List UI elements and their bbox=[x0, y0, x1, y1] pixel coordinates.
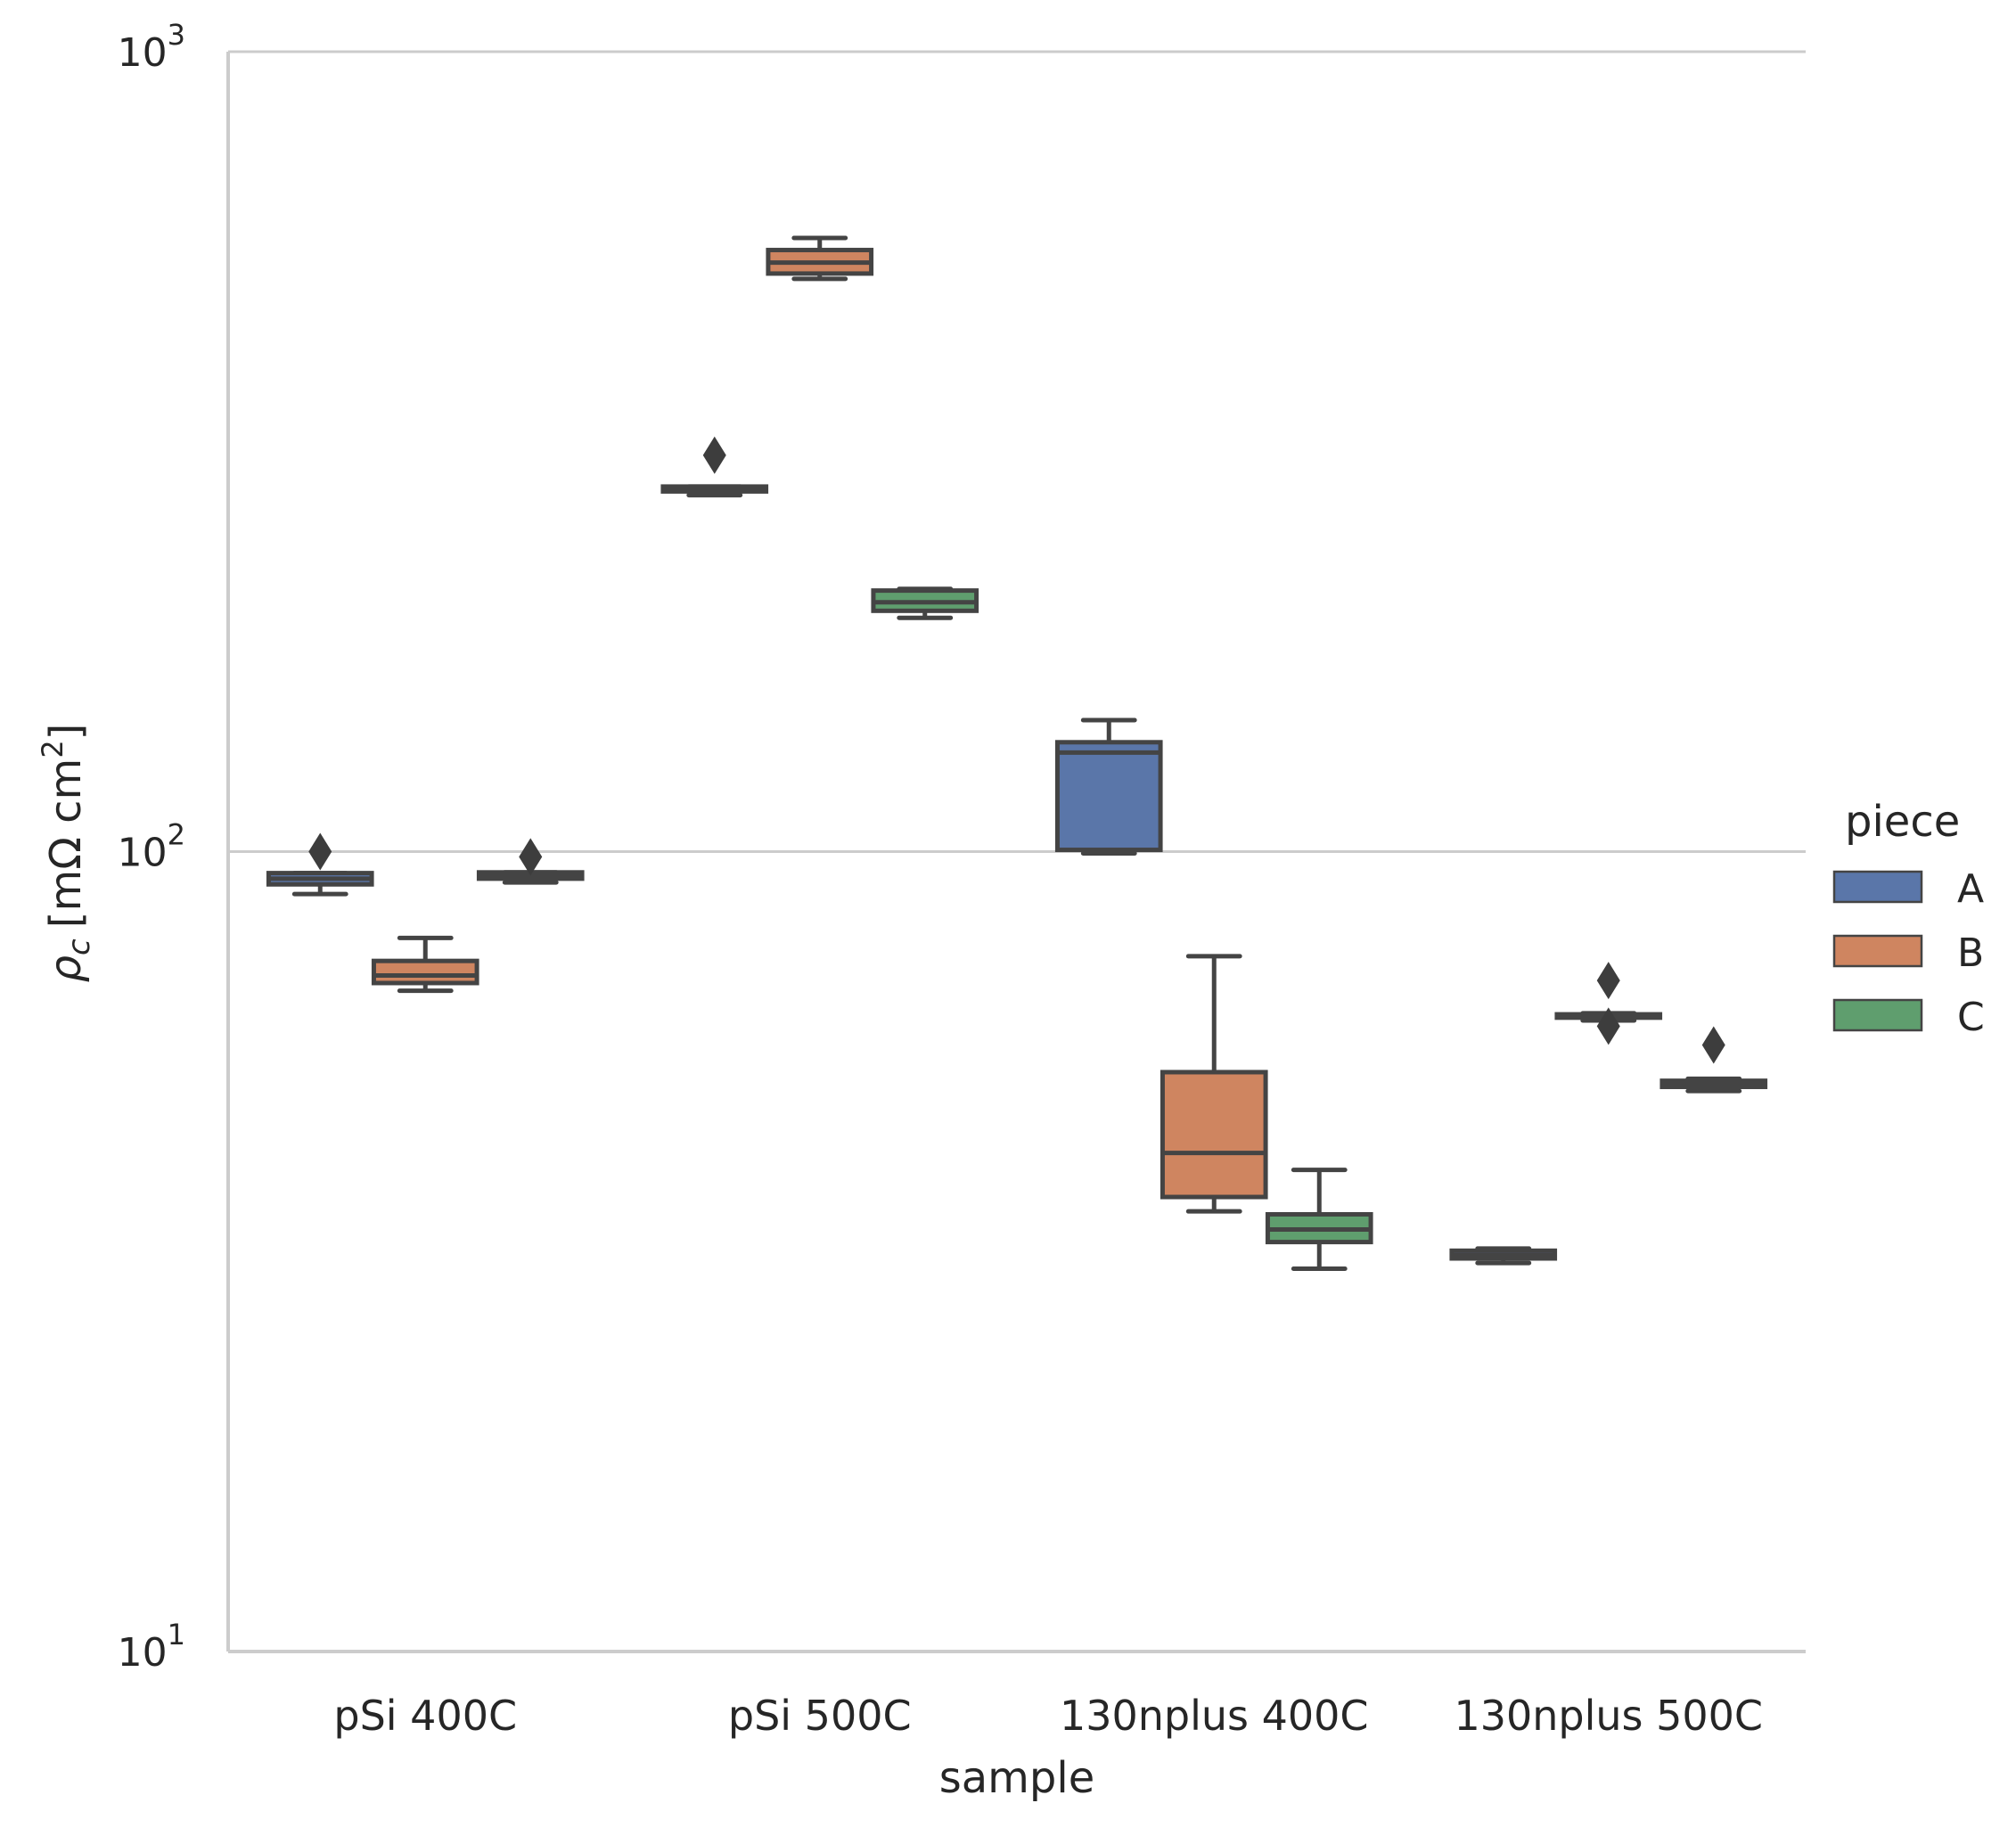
legend-label-B: B bbox=[1957, 930, 1984, 976]
box-C-0 bbox=[476, 838, 585, 885]
box-body bbox=[1054, 740, 1163, 853]
legend-swatch-A bbox=[1832, 870, 1923, 904]
box-C-1 bbox=[871, 586, 979, 620]
box-layer bbox=[266, 235, 1768, 1271]
x-axis-label: sample bbox=[939, 1753, 1095, 1803]
x-tick-label: pSi 500C bbox=[728, 1692, 912, 1740]
box-B-3 bbox=[1554, 962, 1663, 1045]
outlier-marker bbox=[519, 838, 543, 876]
outlier-marker bbox=[1596, 962, 1620, 1000]
x-tick-label: pSi 400C bbox=[333, 1692, 517, 1740]
box-B-1 bbox=[766, 235, 874, 282]
outlier-marker bbox=[1701, 1026, 1725, 1064]
box-body bbox=[1160, 1070, 1268, 1200]
grid-layer bbox=[228, 50, 1806, 853]
box-C-2 bbox=[1265, 1168, 1373, 1271]
legend-swatch-B bbox=[1832, 934, 1923, 968]
x-tick-label: 130nplus 500C bbox=[1454, 1692, 1763, 1740]
box-A-1 bbox=[660, 436, 769, 498]
y-tick-label: 103 bbox=[118, 18, 185, 76]
legend-label-A: A bbox=[1957, 866, 1984, 912]
legend: piece ABC bbox=[1832, 797, 1985, 1040]
outlier-marker bbox=[308, 832, 332, 871]
box-B-2 bbox=[1160, 954, 1268, 1214]
box-body bbox=[371, 958, 479, 986]
y-axis-label-unit: [mΩ cm bbox=[41, 758, 91, 929]
box-A-3 bbox=[1449, 1246, 1558, 1266]
y-axis-label-close: ] bbox=[41, 724, 91, 741]
legend-label-C: C bbox=[1957, 995, 1985, 1040]
y-axis-label: ρc [mΩ cm2] bbox=[36, 724, 97, 983]
box-B-0 bbox=[371, 935, 479, 994]
y-axis-label-subscript: c bbox=[61, 938, 97, 955]
outlier-marker bbox=[702, 436, 726, 474]
legend-title: piece bbox=[1845, 797, 1960, 847]
box-C-3 bbox=[1660, 1026, 1768, 1094]
axis-layer bbox=[226, 52, 1806, 1653]
y-tick-label: 102 bbox=[118, 818, 185, 876]
x-tick-label: 130nplus 400C bbox=[1060, 1692, 1369, 1740]
box-A-0 bbox=[266, 832, 374, 897]
y-tick-labels: 101 102 103 bbox=[118, 18, 185, 1676]
y-axis-label-unit-sup: 2 bbox=[36, 740, 70, 758]
box-A-2 bbox=[1054, 717, 1163, 856]
legend-swatch-C bbox=[1832, 998, 1923, 1032]
x-tick-labels: pSi 400C pSi 500C 130nplus 400C 130nplus 50… bbox=[333, 1692, 1763, 1740]
outlier-marker bbox=[1596, 1007, 1620, 1045]
y-tick-label: 101 bbox=[118, 1618, 185, 1676]
y-axis-label-symbol: ρ bbox=[41, 955, 91, 982]
